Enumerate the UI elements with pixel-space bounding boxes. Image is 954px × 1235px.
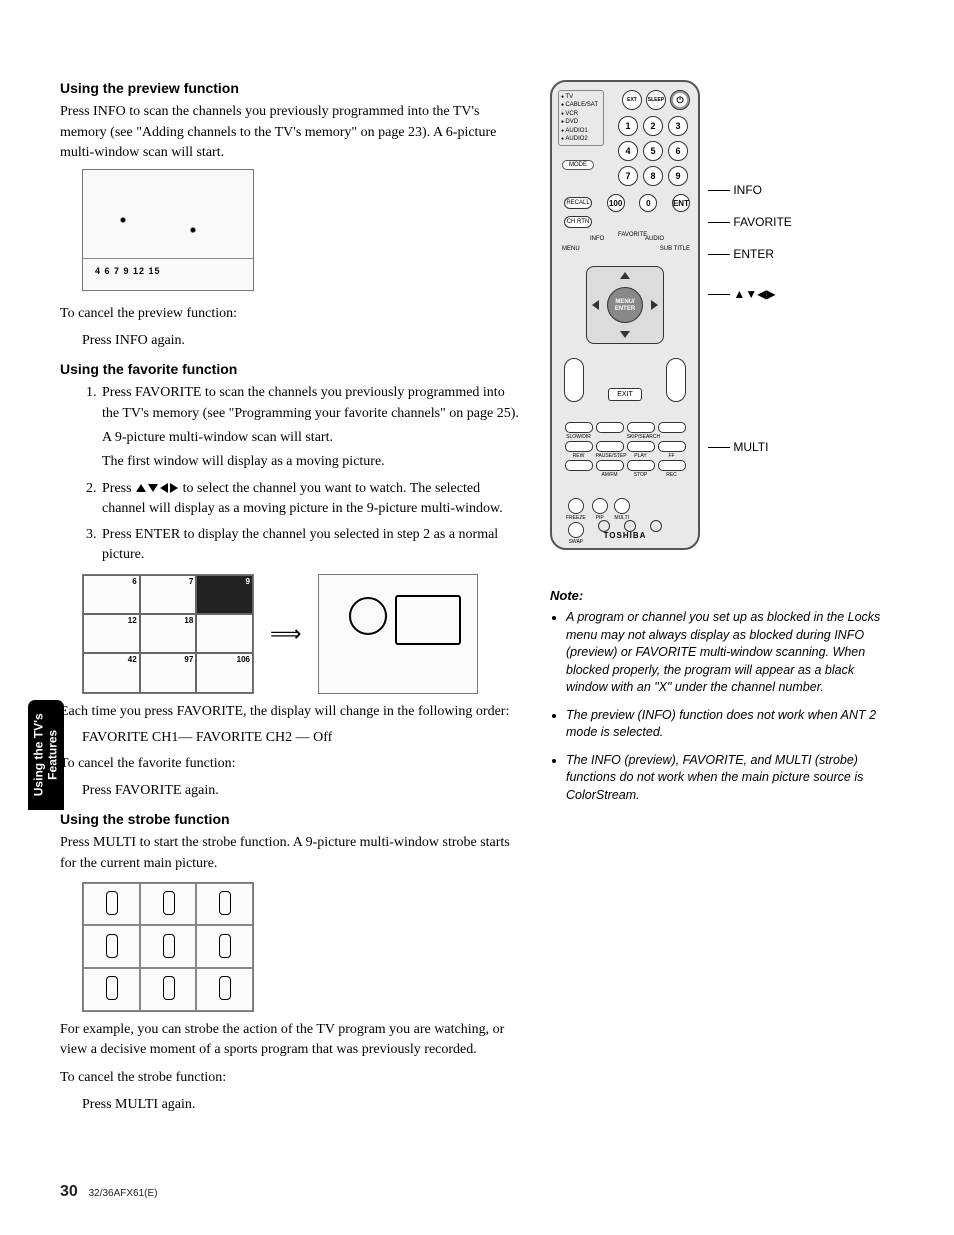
note-item: The INFO (preview), FAVORITE, and MULTI … — [566, 752, 894, 805]
preview-cancel-action: Press INFO again. — [82, 331, 520, 351]
note-item: The preview (INFO) function does not wor… — [566, 707, 894, 742]
figure-person-tv — [318, 574, 478, 694]
remote-power-button: ⏻ — [670, 90, 690, 110]
main-column: Using the preview function Press INFO to… — [60, 70, 520, 1121]
strobe-example: For example, you can strobe the action o… — [60, 1020, 520, 1061]
figure-remote: TVCABLE/SATVCR DVDAUDIO1AUDIO2 MODE EXT … — [550, 80, 700, 550]
remote-brand: TOSHIBA — [552, 531, 698, 540]
remote-recall-button: RECALL — [564, 197, 592, 209]
down-arrow-icon — [148, 484, 158, 492]
remote-transport-rows: SLOW/DIRSKIP/SEARCH REWPAUSE/STEPPLAYFF … — [562, 422, 688, 479]
up-arrow-icon — [136, 484, 146, 492]
strobe-intro: Press MULTI to start the strobe function… — [60, 833, 520, 874]
figure-9grid: 679 1218 4297106 — [82, 574, 254, 694]
remote-chrtn-button: CH RTN — [564, 216, 592, 228]
section-tab: Using the TV'sFeatures — [28, 700, 64, 810]
figure-strobe-grid — [82, 882, 254, 1012]
right-arrow-icon — [170, 483, 178, 493]
remote-ch-vol: EXIT — [562, 358, 688, 398]
favorite-step-2: Press to select the channel you want to … — [100, 479, 520, 520]
strobe-cancel-action: Press MULTI again. — [82, 1095, 520, 1115]
figure-favorite-transition: 679 1218 4297106 ⟹ — [82, 574, 520, 694]
strobe-cancel-lead: To cancel the strobe function: — [60, 1068, 520, 1088]
note-item: A program or channel you set up as block… — [566, 609, 894, 697]
arrow-right-icon: ⟹ — [270, 618, 302, 650]
favorite-steps: Press FAVORITE to scan the channels you … — [100, 383, 520, 565]
figure-preview-scan — [82, 169, 254, 291]
favorite-step-1: Press FAVORITE to scan the channels you … — [100, 383, 520, 472]
page-footer: 30 32/36AFX61(E) — [60, 1183, 158, 1201]
remote-device-list: TVCABLE/SATVCR DVDAUDIO1AUDIO2 — [558, 90, 604, 146]
favorite-cancel-lead: To cancel the favorite function: — [60, 754, 520, 774]
remote-ext-button: EXT — [622, 90, 642, 110]
model-number: 32/36AFX61(E) — [89, 1188, 158, 1199]
preview-cancel-lead: To cancel the preview function: — [60, 304, 520, 324]
left-arrow-icon — [160, 483, 168, 493]
remote-mode-button: MODE — [562, 160, 594, 170]
remote-dpad: MENU/ENTER — [586, 266, 664, 344]
heading-favorite: Using the favorite function — [60, 359, 520, 379]
favorite-step-3: Press ENTER to display the channel you s… — [100, 525, 520, 566]
preview-intro: Press INFO to scan the channels you prev… — [60, 102, 520, 163]
favorite-order-lead: Each time you press FAVORITE, the displa… — [60, 702, 520, 722]
favorite-order: FAVORITE CH1— FAVORITE CH2 — Off — [82, 728, 520, 748]
remote-sleep-button: SLEEP — [646, 90, 666, 110]
page-number: 30 — [60, 1183, 78, 1200]
favorite-cancel-action: Press FAVORITE again. — [82, 781, 520, 801]
remote-callouts: INFO FAVORITE ENTER ▲▼◀▶ MULTI — [708, 80, 792, 550]
note-block: Note: A program or channel you set up as… — [550, 588, 894, 804]
heading-preview: Using the preview function — [60, 78, 520, 98]
side-column: TVCABLE/SATVCR DVDAUDIO1AUDIO2 MODE EXT … — [550, 70, 894, 1121]
note-title: Note: — [550, 588, 894, 603]
heading-strobe: Using the strobe function — [60, 809, 520, 829]
remote-arc-labels: MENU INFO FAVORITE AUDIO SUB TITLE — [562, 234, 688, 260]
remote-numpad: 123 456 789 — [618, 116, 690, 188]
